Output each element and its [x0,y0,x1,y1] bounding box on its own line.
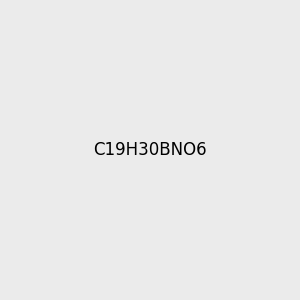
Text: C19H30BNO6: C19H30BNO6 [93,141,207,159]
